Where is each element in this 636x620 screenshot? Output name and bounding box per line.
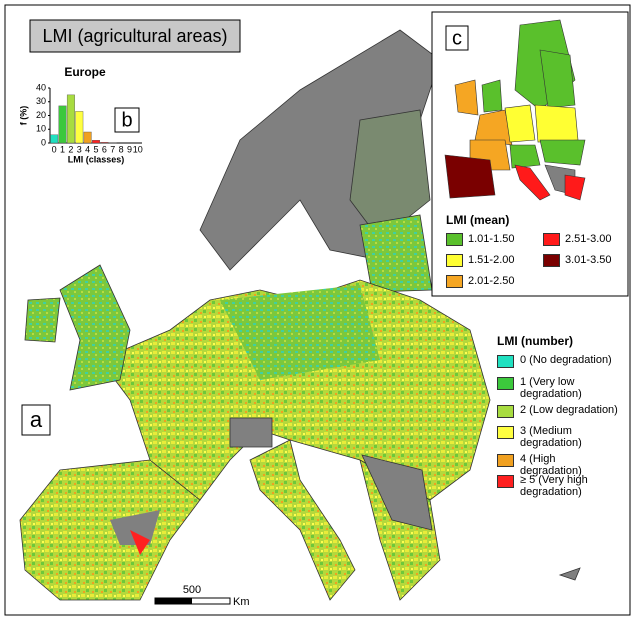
bar	[66, 94, 75, 144]
legend-label: 3.01-3.50	[565, 254, 612, 266]
legend-label: 1.01-1.50	[468, 233, 515, 245]
legend-swatch	[497, 426, 514, 439]
x-tick-label: 10	[133, 144, 143, 154]
y-tick-label: 0	[41, 137, 46, 147]
bar	[58, 105, 67, 144]
land	[19, 29, 581, 601]
legend-title: LMI (number)	[497, 334, 573, 348]
legend-swatch	[497, 475, 514, 488]
panel-label-box	[21, 404, 51, 436]
legend-swatch	[497, 377, 514, 390]
x-tick-label: 2	[68, 144, 73, 154]
bar	[75, 111, 84, 144]
panel-label-box	[445, 25, 469, 51]
legend-label: 4 (High degradation)	[520, 453, 582, 477]
x-tick-label: 9	[127, 144, 132, 154]
legend-label: ≥ 5 (Very high degradation)	[520, 474, 588, 498]
x-tick-label: 7	[110, 144, 115, 154]
legend-label: 2 (Low degradation)	[520, 404, 618, 416]
bar	[92, 140, 100, 144]
scale-unit: Km	[233, 596, 250, 608]
legend-label: 2.51-3.00	[565, 233, 612, 245]
y-axis-label: f (%)	[18, 106, 28, 126]
x-tick-label: 4	[85, 144, 90, 154]
chart-title: Europe	[64, 65, 106, 79]
bar	[50, 134, 59, 144]
y-tick-label: 20	[36, 110, 46, 120]
legend-title: LMI (mean)	[446, 213, 510, 227]
title-box	[29, 19, 241, 53]
legend-swatch	[446, 275, 463, 288]
scale-bar-segment	[155, 598, 192, 604]
y-tick-label: 10	[36, 124, 46, 134]
bar	[83, 131, 92, 144]
y-tick-label: 30	[36, 96, 46, 106]
legend-swatch	[497, 355, 514, 368]
scale-distance: 500	[183, 584, 201, 596]
legend-label: 3 (Medium degradation)	[520, 425, 582, 449]
legend-swatch	[446, 254, 463, 267]
legend-label: 2.01-2.50	[468, 275, 515, 287]
x-tick-label: 6	[102, 144, 107, 154]
legend-swatch	[497, 405, 514, 418]
legend-label: 1.51-2.00	[468, 254, 515, 266]
legend-label: 1 (Very low degradation)	[520, 376, 582, 400]
legend-swatch	[543, 254, 560, 267]
x-tick-label: 0	[52, 144, 57, 154]
legend-swatch	[543, 233, 560, 246]
inset-map	[444, 19, 586, 201]
legend-label: 0 (No degradation)	[520, 354, 612, 366]
x-tick-label: 1	[60, 144, 65, 154]
bar	[100, 142, 109, 144]
panel-label: a	[30, 407, 43, 432]
legend-swatch	[497, 454, 514, 467]
x-tick-label: 3	[77, 144, 82, 154]
panel-label-box	[114, 107, 140, 133]
panel-label: c	[452, 27, 462, 49]
map-title: LMI (agricultural areas)	[42, 26, 227, 46]
x-tick-label: 5	[93, 144, 98, 154]
y-tick-label: 40	[36, 82, 46, 92]
x-tick-label: 8	[119, 144, 124, 154]
legend-swatch	[446, 233, 463, 246]
panel-label: b	[121, 109, 132, 131]
x-axis-label: LMI (classes)	[68, 154, 125, 164]
